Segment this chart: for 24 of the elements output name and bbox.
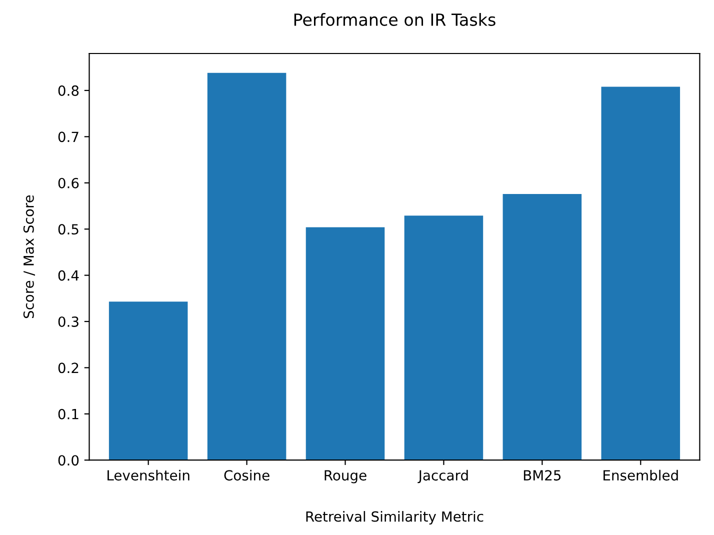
y-tick-label: 0.6 [58, 178, 79, 188]
y-tick-label: 0.5 [58, 224, 78, 235]
x-tick-label: BM25 [524, 470, 561, 481]
x-tick-label: Levenshtein [108, 470, 190, 481]
y-tick-label: 0.3 [58, 316, 78, 327]
bar [502, 194, 582, 460]
chart-title: Performance on IR Tasks [294, 13, 496, 26]
y-tick-label: 0.7 [58, 132, 78, 142]
y-tick-label: 0.4 [58, 270, 79, 281]
x-tick-label: Ensembled [604, 470, 678, 481]
x-tick-label: Jaccard [418, 470, 468, 484]
bar [601, 86, 680, 460]
bar [306, 227, 385, 460]
y-tick-label: 0.0 [58, 455, 79, 466]
x-tick-label: Cosine [224, 470, 270, 481]
y-tick-label: 0.1 [58, 408, 78, 420]
y-axis-title: Score / Max Score [23, 195, 36, 318]
y-tick-label: 0.8 [58, 85, 79, 96]
x-axis-title: Retreival Similarity Metric [306, 511, 484, 524]
bar [108, 302, 188, 460]
y-tick-label: 0.2 [58, 362, 78, 374]
bar [207, 72, 286, 460]
x-tick-label: Rouge [324, 470, 366, 484]
bar [404, 216, 484, 460]
